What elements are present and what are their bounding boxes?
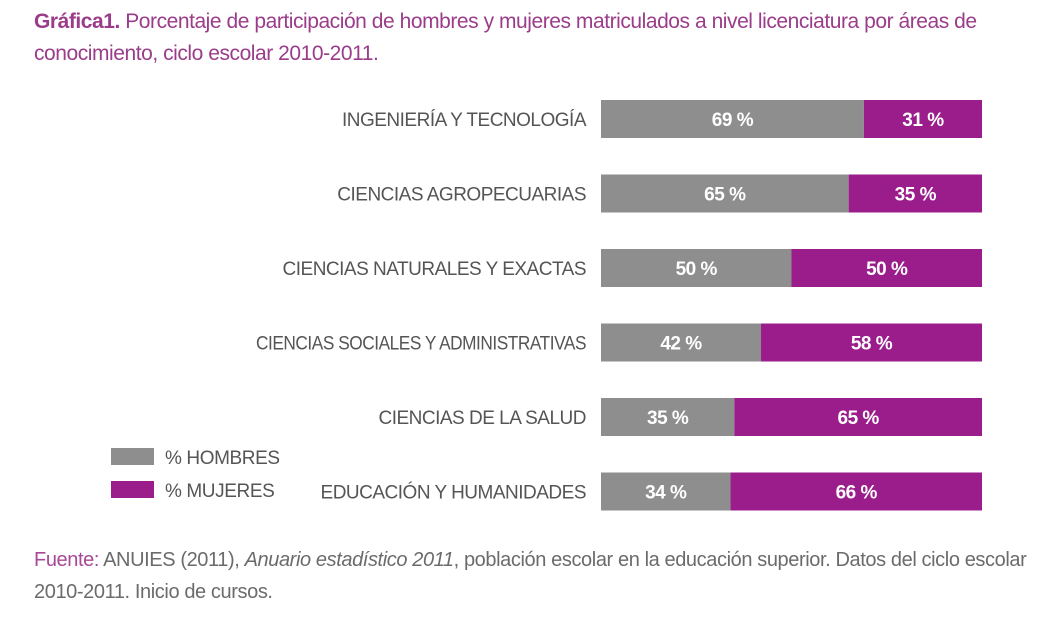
source-label: Fuente:: [34, 549, 100, 571]
category-label: CIENCIAS NATURALES Y EXACTAS: [283, 259, 586, 280]
legend-label-hombres: % HOMBRES: [165, 448, 280, 469]
legend-swatch-hombres: [111, 448, 154, 465]
chart-title-prefix: Gráfica1.: [34, 10, 120, 33]
bar-hombres: [601, 472, 731, 511]
bar-hombres: [601, 398, 735, 436]
chart-source: Fuente: ANUIES (2011), Anuario estadísti…: [34, 544, 1034, 608]
data-label-hombres: 35 %: [647, 408, 689, 429]
category-label: EDUCACIÓN Y HUMANIDADES: [321, 482, 586, 504]
data-label-mujeres: 50 %: [866, 259, 908, 280]
category-label: INGENIERÍA Y TECNOLOGÍA: [342, 110, 587, 131]
bar-mujeres: [791, 249, 982, 287]
data-label-mujeres: 35 %: [895, 185, 937, 206]
bar-hombres: [601, 174, 849, 213]
bar-mujeres: [734, 398, 982, 436]
bar-mujeres: [730, 472, 982, 511]
data-label-mujeres: 31 %: [902, 110, 944, 131]
data-label-hombres: 50 %: [676, 259, 718, 280]
category-label: CIENCIAS SOCIALES Y ADMINISTRATIVAS: [256, 334, 586, 355]
source-text-after: , población escolar en la educación supe…: [34, 549, 1027, 603]
category-label: CIENCIAS AGROPECUARIAS: [337, 185, 586, 206]
bar-mujeres: [761, 323, 982, 362]
bar-hombres: [601, 323, 762, 362]
data-label-mujeres: 66 %: [836, 483, 878, 504]
chart-title-text: Porcentaje de participación de hombres y…: [34, 10, 977, 65]
category-label: CIENCIAS DE LA SALUD: [378, 408, 586, 429]
legend-swatch-mujeres: [111, 481, 154, 498]
data-label-hombres: 34 %: [645, 483, 687, 504]
chart-title: Gráfica1. Porcentaje de participación de…: [34, 6, 1024, 70]
bar-hombres: [601, 249, 792, 287]
bar-mujeres: [848, 174, 982, 213]
data-label-mujeres: 65 %: [838, 408, 880, 429]
legend-label-mujeres: % MUJERES: [165, 481, 274, 502]
source-text-before: ANUIES (2011),: [103, 549, 240, 571]
data-label-hombres: 42 %: [660, 334, 702, 355]
data-label-hombres: 69 %: [712, 110, 754, 131]
data-label-hombres: 65 %: [704, 185, 746, 206]
bar-mujeres: [863, 100, 982, 138]
bar-hombres: [601, 100, 864, 138]
source-italic-title: Anuario estadístico 2011: [244, 549, 454, 571]
data-label-mujeres: 58 %: [851, 334, 893, 355]
